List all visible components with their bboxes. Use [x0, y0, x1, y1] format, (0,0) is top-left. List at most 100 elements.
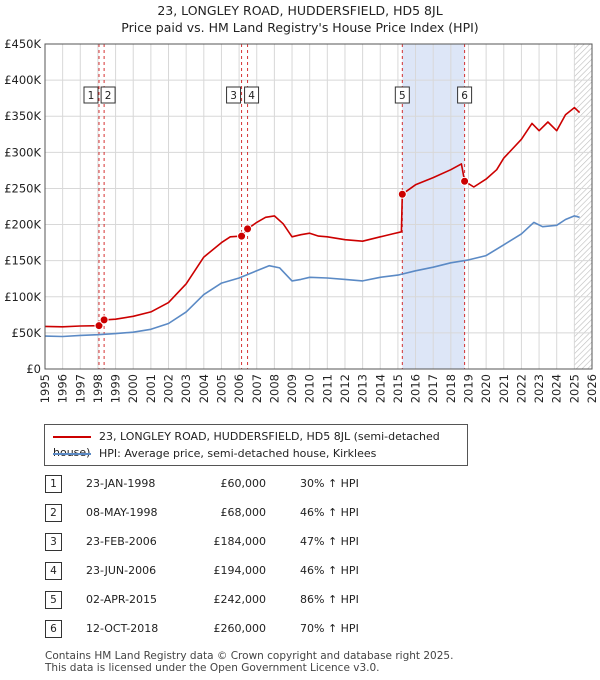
legend-item-property: 23, LONGLEY ROAD, HUDDERSFIELD, HD5 8JL … [53, 429, 467, 459]
sale-point [397, 189, 407, 199]
transaction-date: 23-FEB-2006 [86, 535, 157, 548]
transaction-label: 2 [105, 90, 112, 102]
transaction-label-box [83, 86, 99, 104]
transaction-price: £242,000 [213, 593, 267, 606]
transaction-price: £60,000 [220, 477, 267, 490]
sale-point [94, 321, 104, 331]
x-tick-label: 2004 [197, 374, 211, 403]
transaction-label: 1 [88, 90, 95, 102]
transaction-date: 08-MAY-1998 [86, 506, 158, 519]
sale-point [237, 231, 247, 241]
x-tick-label: 2020 [479, 374, 493, 403]
series-line-hpi [44, 215, 580, 338]
title-line-1: 23, LONGLEY ROAD, HUDDERSFIELD, HD5 8JL [157, 3, 443, 18]
x-tick-label: 2014 [373, 374, 387, 403]
legend-swatch-hpi [53, 453, 91, 455]
sale-point [243, 224, 253, 234]
transaction-label-box [394, 86, 410, 104]
forecast-hatch [574, 44, 592, 369]
x-tick-label: 2002 [162, 374, 176, 403]
series-line-property [44, 106, 581, 328]
y-tick-label: £350K [4, 109, 41, 123]
x-tick-label: 1998 [91, 374, 105, 403]
x-tick-label: 2008 [267, 374, 281, 403]
table-row: 4 23-JUN-2006 £194,000 46% ↑ HPI [0, 561, 600, 581]
legend-label-hpi: HPI: Average price, semi-detached house,… [99, 447, 377, 460]
transaction-price: £68,000 [220, 506, 267, 519]
transaction-price: £260,000 [213, 622, 267, 635]
legend-item-hpi: HPI: Average price, semi-detached house,… [53, 446, 376, 462]
x-tick-label: 2025 [567, 374, 581, 403]
x-tick-label: 2010 [303, 374, 317, 403]
transaction-date: 02-APR-2015 [86, 593, 158, 606]
legend: 23, LONGLEY ROAD, HUDDERSFIELD, HD5 8JL … [44, 424, 468, 466]
x-tick-label: 2013 [356, 374, 370, 403]
transaction-hpi: 86% ↑ HPI [300, 593, 359, 606]
footer-line-2: This data is licensed under the Open Gov… [45, 662, 380, 674]
x-tick-label: 1999 [109, 374, 123, 403]
transaction-badge: 1 [45, 475, 62, 493]
table-row: 6 12-OCT-2018 £260,000 70% ↑ HPI [0, 619, 600, 639]
y-tick-label: £150K [4, 254, 41, 268]
transaction-label: 3 [230, 90, 237, 102]
x-tick-label: 2005 [214, 374, 228, 403]
x-tick-label: 2021 [497, 374, 511, 403]
legend-swatch-property [53, 436, 91, 438]
plot-area [45, 44, 592, 369]
x-tick-label: 2022 [514, 374, 528, 403]
x-tick-label: 2011 [320, 374, 334, 403]
x-tick-label: 2023 [532, 374, 546, 403]
x-tick-label: 2019 [462, 374, 476, 403]
x-tick-label: 2016 [409, 374, 423, 403]
transaction-hpi: 47% ↑ HPI [300, 535, 359, 548]
x-tick-label: 1997 [73, 374, 87, 403]
transaction-hpi: 46% ↑ HPI [300, 506, 359, 519]
transaction-label: 6 [461, 90, 468, 102]
sale-point [99, 315, 109, 325]
y-tick-label: £0 [26, 362, 41, 376]
title-line-2: Price paid vs. HM Land Registry's House … [121, 20, 479, 35]
y-tick-label: £450K [4, 37, 41, 51]
transaction-label-box [457, 86, 473, 104]
table-row: 3 23-FEB-2006 £184,000 47% ↑ HPI [0, 532, 600, 552]
table-row: 1 23-JAN-1998 £60,000 30% ↑ HPI [0, 474, 600, 494]
transaction-badge: 2 [45, 504, 62, 522]
x-tick-label: 2017 [426, 374, 440, 403]
x-tick-label: 2001 [144, 374, 158, 403]
transaction-label-box [244, 86, 260, 104]
x-tick-label: 2006 [232, 374, 246, 403]
table-row: 2 08-MAY-1998 £68,000 46% ↑ HPI [0, 503, 600, 523]
transaction-hpi: 30% ↑ HPI [300, 477, 359, 490]
x-tick-label: 2015 [391, 374, 405, 403]
transaction-label-box [226, 86, 242, 104]
transaction-date: 23-JAN-1998 [86, 477, 156, 490]
y-tick-label: £100K [4, 290, 41, 304]
x-tick-label: 2012 [338, 374, 352, 403]
transaction-badge: 3 [45, 533, 62, 551]
footer: Contains HM Land Registry data © Crown c… [45, 650, 453, 674]
sale-point [460, 176, 470, 186]
table-row: 5 02-APR-2015 £242,000 86% ↑ HPI [0, 590, 600, 610]
transaction-date: 12-OCT-2018 [86, 622, 159, 635]
footer-line-1: Contains HM Land Registry data © Crown c… [45, 650, 454, 662]
transaction-label: 5 [399, 90, 406, 102]
price-chart: £0 £50K £100K £150K £200K £250K £300K £350K £400… [4, 37, 599, 403]
transaction-badge: 6 [45, 620, 62, 638]
legend-label-property: 23, LONGLEY ROAD, HUDDERSFIELD, HD5 8JL … [53, 430, 440, 459]
transaction-label-box [100, 86, 116, 104]
transaction-badge: 5 [45, 591, 62, 609]
x-tick-label: 2018 [444, 374, 458, 403]
transaction-badge: 4 [45, 562, 62, 580]
transaction-hpi: 70% ↑ HPI [300, 622, 359, 635]
transaction-price: £184,000 [213, 535, 267, 548]
x-tick-label: 2007 [250, 374, 264, 403]
transaction-price: £194,000 [213, 564, 267, 577]
transaction-hpi: 46% ↑ HPI [300, 564, 359, 577]
y-tick-label: £300K [4, 145, 41, 159]
x-tick-label: 1995 [38, 374, 52, 403]
x-tick-label: 1996 [56, 374, 70, 403]
y-tick-label: £50K [12, 326, 42, 340]
y-tick-label: £250K [4, 181, 41, 195]
transaction-date: 23-JUN-2006 [86, 564, 157, 577]
x-tick-label: 2026 [585, 374, 599, 403]
